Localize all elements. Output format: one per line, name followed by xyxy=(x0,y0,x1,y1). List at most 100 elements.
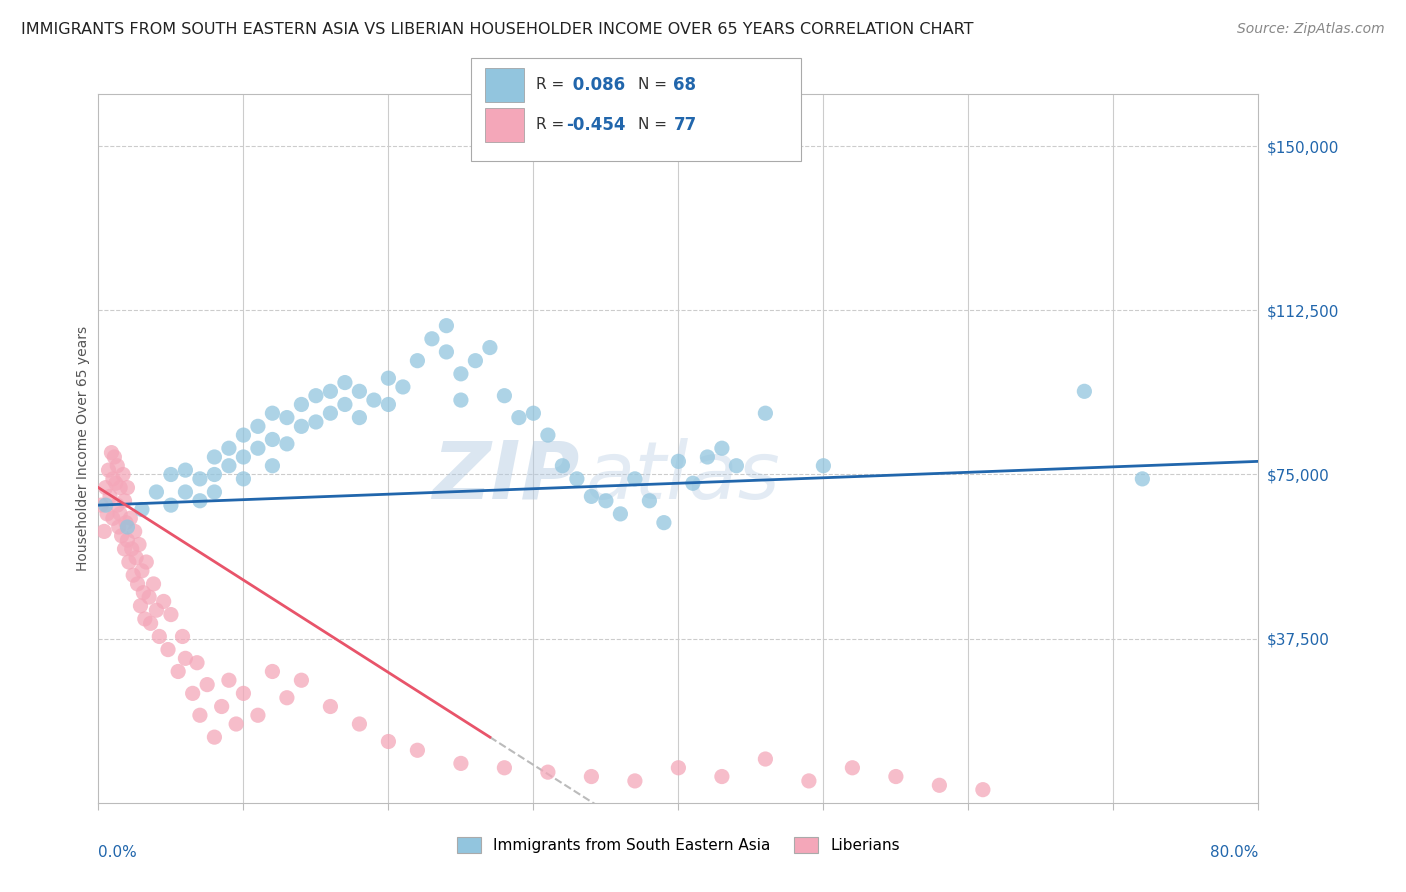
Point xyxy=(464,353,486,368)
Point xyxy=(218,458,240,473)
Point xyxy=(232,428,254,442)
Point xyxy=(167,665,190,679)
Point xyxy=(537,765,560,780)
Text: 80.0%: 80.0% xyxy=(1211,846,1258,861)
Point xyxy=(117,481,139,495)
Point xyxy=(232,472,254,486)
Point xyxy=(406,743,429,757)
Point xyxy=(174,463,197,477)
Point xyxy=(122,568,145,582)
Point xyxy=(436,318,458,333)
Point xyxy=(551,458,574,473)
Point xyxy=(450,367,472,381)
Point xyxy=(436,345,458,359)
Point xyxy=(115,516,138,530)
Point xyxy=(160,498,183,512)
Point xyxy=(595,493,617,508)
Text: 0.086: 0.086 xyxy=(567,76,624,94)
Point xyxy=(204,730,226,744)
Point xyxy=(638,493,661,508)
Point xyxy=(98,489,121,503)
Point xyxy=(581,489,603,503)
Point xyxy=(232,686,254,700)
Text: 77: 77 xyxy=(673,116,697,134)
Point xyxy=(90,498,112,512)
Point xyxy=(145,485,167,500)
Point xyxy=(813,458,835,473)
Point xyxy=(377,397,399,411)
Point xyxy=(333,376,356,390)
Point xyxy=(120,511,142,525)
Point xyxy=(121,541,143,556)
Point xyxy=(174,651,197,665)
Point xyxy=(797,773,820,788)
Point xyxy=(522,406,544,420)
Point xyxy=(96,507,118,521)
Point xyxy=(1073,384,1095,399)
Point xyxy=(319,384,342,399)
Point xyxy=(290,419,312,434)
Point xyxy=(148,630,170,644)
Point xyxy=(696,450,718,464)
Point xyxy=(103,450,125,464)
Point xyxy=(204,467,226,482)
Point xyxy=(494,761,516,775)
Point xyxy=(710,770,733,784)
Point xyxy=(624,472,647,486)
Point xyxy=(884,770,907,784)
Point xyxy=(319,699,342,714)
Point xyxy=(363,393,385,408)
Point xyxy=(134,612,156,626)
Text: IMMIGRANTS FROM SOUTH EASTERN ASIA VS LIBERIAN HOUSEHOLDER INCOME OVER 65 YEARS : IMMIGRANTS FROM SOUTH EASTERN ASIA VS LI… xyxy=(21,22,973,37)
Point xyxy=(609,507,631,521)
Point xyxy=(114,493,136,508)
Y-axis label: Householder Income Over 65 years: Householder Income Over 65 years xyxy=(76,326,90,571)
Point xyxy=(186,656,208,670)
Point xyxy=(666,454,689,468)
Point xyxy=(349,717,371,731)
Point xyxy=(129,599,152,613)
Point xyxy=(131,502,153,516)
Point xyxy=(262,406,284,420)
Point xyxy=(138,590,160,604)
Point xyxy=(97,463,120,477)
Point xyxy=(420,332,443,346)
Point xyxy=(1130,472,1153,486)
Point xyxy=(246,419,269,434)
Point xyxy=(754,752,776,766)
Point xyxy=(494,389,516,403)
Text: Source: ZipAtlas.com: Source: ZipAtlas.com xyxy=(1237,22,1385,37)
Point xyxy=(107,520,129,534)
Point xyxy=(139,616,162,631)
Point xyxy=(305,415,328,429)
Text: 0.0%: 0.0% xyxy=(98,846,138,861)
Point xyxy=(508,410,530,425)
Point xyxy=(652,516,675,530)
Point xyxy=(94,498,117,512)
Point xyxy=(349,384,371,399)
Point xyxy=(349,410,371,425)
Point xyxy=(710,441,733,455)
Point xyxy=(105,458,128,473)
Point xyxy=(117,533,139,548)
Point xyxy=(225,717,247,731)
Point xyxy=(188,472,211,486)
Point xyxy=(160,607,183,622)
Legend: Immigrants from South Eastern Asia, Liberians: Immigrants from South Eastern Asia, Libe… xyxy=(451,830,905,859)
Point xyxy=(94,481,117,495)
Point xyxy=(218,673,240,688)
Point xyxy=(392,380,415,394)
Point xyxy=(100,445,122,459)
Text: R =: R = xyxy=(536,78,569,92)
Point xyxy=(666,761,689,775)
Point xyxy=(581,770,603,784)
Point xyxy=(104,476,127,491)
Point xyxy=(157,642,180,657)
Point xyxy=(181,686,204,700)
Point xyxy=(93,524,115,539)
Point xyxy=(262,458,284,473)
Point xyxy=(160,467,183,482)
Point xyxy=(152,594,174,608)
Point xyxy=(108,481,131,495)
Point xyxy=(319,406,342,420)
